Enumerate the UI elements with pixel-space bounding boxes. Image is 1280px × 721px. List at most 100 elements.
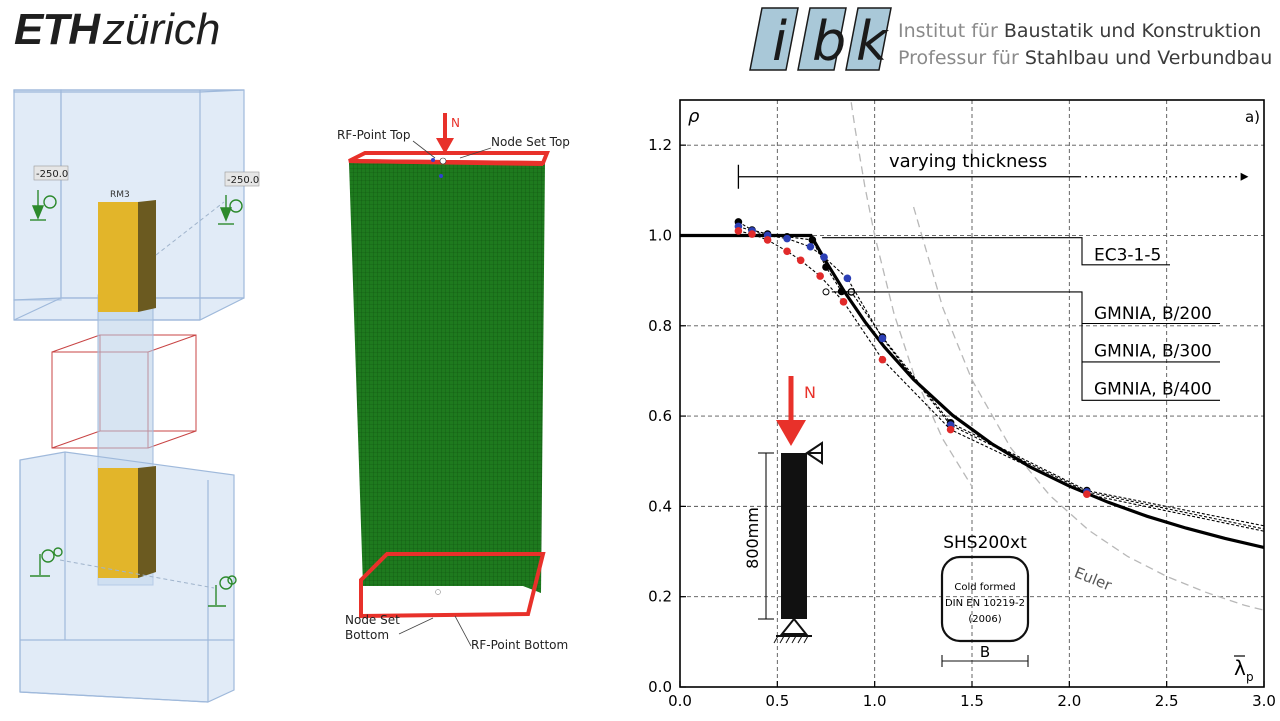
institute-prefix: Institut für bbox=[898, 20, 998, 42]
mesh-load-label: N bbox=[451, 116, 460, 130]
euler-curve-lower bbox=[912, 206, 1264, 611]
institute-name: Baustatik und Konstruktion bbox=[1003, 20, 1262, 42]
inset-top-roller bbox=[805, 441, 823, 465]
inset-column bbox=[781, 453, 807, 619]
y-tick-label: 0.8 bbox=[648, 317, 672, 335]
chart-annotations: varying thickness bbox=[737, 151, 1249, 189]
inset-length-label: 800mm bbox=[743, 507, 762, 569]
series-gmnia-point-2 bbox=[820, 253, 828, 261]
series-gmnia-point-3 bbox=[748, 230, 756, 238]
series-gmnia-point-3 bbox=[878, 355, 887, 364]
rf-point-top-marker bbox=[439, 157, 447, 165]
series-gmnia-point-3 bbox=[783, 247, 791, 256]
chart-legend: EC3-1-5 GMNIA, B/200 GMNIA, B/300 GMNIA, B/… bbox=[822, 237, 1220, 401]
series-gmnia-point-3 bbox=[796, 256, 805, 265]
x-axis-label: λ bbox=[1234, 656, 1246, 680]
x-tick-label: 2.0 bbox=[1057, 692, 1081, 710]
y-tick-label: 1.2 bbox=[648, 136, 672, 154]
eth-logo-light: zürich bbox=[103, 5, 221, 54]
rf-point-bottom-label: RF-Point Bottom bbox=[471, 638, 568, 652]
eth-zurich-logo: ETHzürich bbox=[14, 6, 220, 54]
inset-ground-hatch bbox=[773, 635, 779, 644]
legend-leader-gmnia bbox=[831, 291, 1220, 401]
mesh-column bbox=[349, 162, 545, 593]
legend-entry: GMNIA, B/400 bbox=[1094, 379, 1212, 399]
inset-ground-hatch bbox=[797, 635, 803, 644]
series-gmnia-line-3 bbox=[738, 230, 1264, 532]
load-value-left: -250.0 bbox=[36, 169, 68, 180]
rf-point-top-label: RF-Point Top bbox=[337, 128, 410, 142]
inset-load-arrowhead bbox=[776, 420, 806, 446]
rf-point-bottom-marker bbox=[435, 589, 441, 595]
series-gmnia-point-1 bbox=[808, 236, 817, 244]
chart-frame bbox=[679, 99, 1265, 688]
fe-setup-view: RM3 -250.0 -250.0 bbox=[13, 89, 260, 703]
specimen-column bbox=[98, 200, 156, 578]
y-tick-label: 1.0 bbox=[648, 226, 672, 244]
series-ec3-curve bbox=[680, 233, 1264, 550]
x-tick-label: 1.0 bbox=[863, 692, 887, 710]
institute-text: Institut für Baustatik und Konstruktion … bbox=[898, 18, 1272, 72]
legend-entry: GMNIA, B/200 bbox=[1094, 304, 1212, 324]
inset-ground-hatch bbox=[785, 635, 791, 644]
inset-section-line3: (2006) bbox=[968, 614, 1001, 625]
x-tick-label: 0.5 bbox=[765, 692, 789, 710]
inset-section-line2: DIN EN 10219-2 bbox=[945, 598, 1025, 609]
eth-logo-bold: ETH bbox=[14, 5, 100, 54]
series-gmnia-point-3 bbox=[839, 298, 848, 306]
x-tick-label: 0.0 bbox=[668, 692, 692, 710]
series-open-point bbox=[822, 288, 830, 296]
varying-thickness-arrowhead bbox=[1240, 172, 1249, 181]
chart-ticks: 0.0 0.5 1.0 1.5 2.0 2.5 3.0 0.0 0.2 0.4 0.6 0.8 1.0 1… bbox=[648, 106, 1276, 710]
inset-width-label: B bbox=[980, 643, 990, 661]
series-gmnia-point-3 bbox=[734, 227, 743, 235]
axis-line-lower bbox=[59, 559, 215, 589]
axis-line bbox=[155, 201, 225, 256]
series-gmnia-point-1 bbox=[822, 263, 830, 271]
series-gmnia-point-2 bbox=[843, 274, 852, 283]
inset-bottom-pin bbox=[779, 617, 809, 635]
varying-thickness-label: varying thickness bbox=[889, 151, 1047, 172]
chart-grid bbox=[680, 100, 1264, 687]
load-arrows bbox=[30, 165, 260, 607]
legend-entry: GMNIA, B/300 bbox=[1094, 341, 1212, 361]
series-gmnia-point-3 bbox=[1083, 490, 1091, 498]
euler-label: Euler bbox=[1072, 563, 1115, 594]
ibk-letter-k: k bbox=[856, 10, 890, 72]
series-gmnia-point-2 bbox=[878, 334, 887, 343]
mesh-view: N RF-Point Top Node Set Top Node Set Bot… bbox=[337, 113, 570, 652]
x-axis-label-sub: p bbox=[1246, 670, 1254, 684]
load-value-right: -250.0 bbox=[227, 175, 259, 186]
series-gmnia-point-3 bbox=[763, 236, 772, 244]
y-tick-label: 0.4 bbox=[648, 497, 672, 515]
panel-label: a) bbox=[1245, 108, 1260, 126]
node-set-bottom-label-2: Bottom bbox=[345, 628, 389, 642]
y-tick-label: 0.6 bbox=[648, 407, 672, 425]
chart-inset: N 800mm SHS200xt Cold formed DIN EN 10219-2 (… bbox=[743, 376, 1030, 667]
inset-ground-hatch bbox=[779, 635, 785, 644]
inset-ground-hatch bbox=[791, 635, 797, 644]
ibk-letter-i: i bbox=[772, 10, 787, 72]
inset-section-line1: Cold formed bbox=[954, 582, 1015, 593]
series-gmnia-point-2 bbox=[806, 242, 815, 251]
y-tick-label: 0.2 bbox=[648, 588, 672, 606]
x-tick-label: 1.5 bbox=[960, 692, 984, 710]
chair-prefix: Professur für bbox=[898, 47, 1019, 69]
chart-series bbox=[680, 218, 1264, 550]
node-set-top-label: Node Set Top bbox=[491, 135, 570, 149]
euler-curve-upper bbox=[850, 100, 973, 487]
inset-load-label: N bbox=[804, 383, 816, 402]
specimen-label: RM3 bbox=[110, 190, 130, 200]
chair-line: Professur für Stahlbau und Verbundbau bbox=[898, 45, 1272, 72]
chair-name: Stahlbau und Verbundbau bbox=[1024, 47, 1273, 69]
legend-leader-ec3 bbox=[822, 237, 1170, 266]
inset-ground-hatch bbox=[803, 635, 809, 644]
y-axis-label: ρ bbox=[688, 106, 700, 127]
series-gmnia-point-3 bbox=[816, 272, 824, 280]
ibk-letter-b: b bbox=[812, 10, 846, 72]
node-set-bottom-label: Node Set bbox=[345, 613, 400, 627]
x-tick-label: 2.5 bbox=[1155, 692, 1179, 710]
series-gmnia-point-2 bbox=[783, 234, 791, 243]
x-tick-label: 3.0 bbox=[1252, 692, 1276, 710]
